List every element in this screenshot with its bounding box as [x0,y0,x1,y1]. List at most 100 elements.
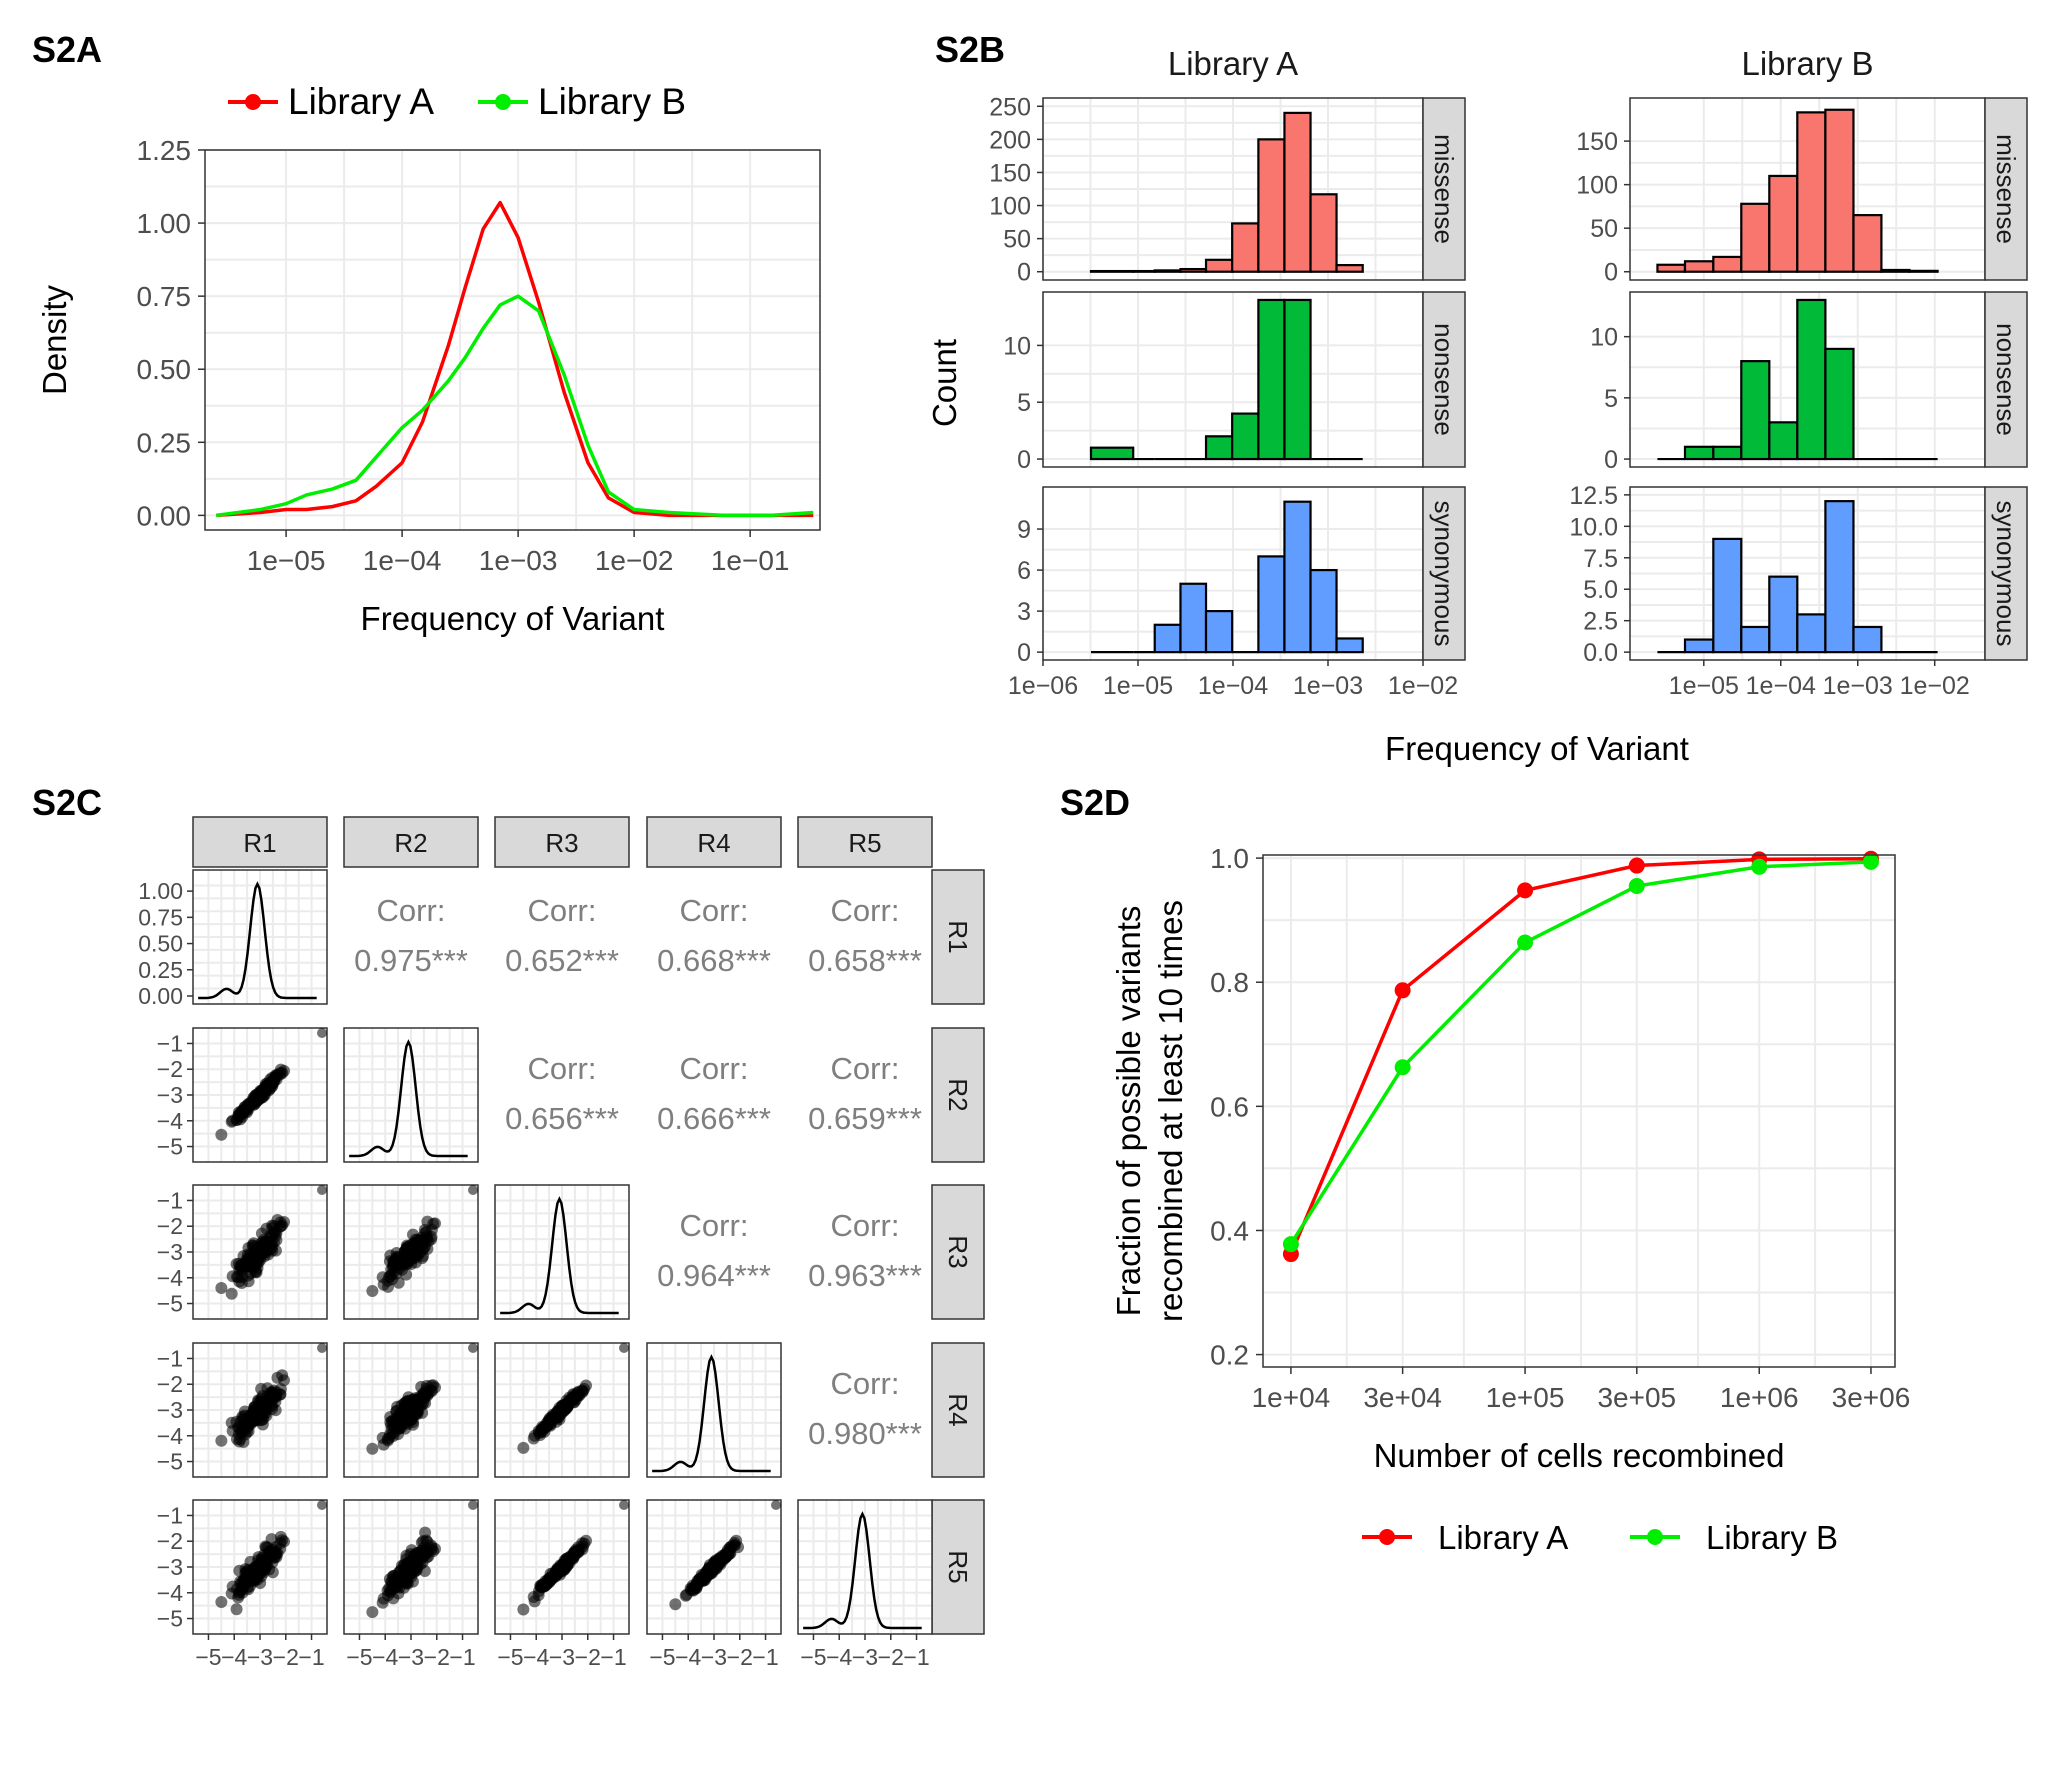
y-tick-label: 0.00 [138,983,183,1009]
y-tick-label: −3 [157,1082,183,1108]
y-tick-label: 0.8 [1210,967,1249,998]
y-tick-label: −4 [157,1265,183,1291]
data-point-library-b [1751,858,1768,875]
panel-label: S2B [935,29,1005,70]
scatter-point [560,1552,573,1565]
y-tick-label: 10 [1003,332,1031,360]
y-tick-label: 0 [1604,446,1618,474]
y-tick-label: 5 [1604,385,1618,413]
correlation-value: 0.666*** [657,1101,771,1136]
x-tick-label: −1 [600,1644,626,1670]
y-tick-label: 0.00 [137,500,192,531]
histogram-bar-missense [1153,269,1182,273]
histogram-bar-synonymous [1824,500,1855,654]
histogram-bar-missense [1283,111,1312,273]
data-point-library-b [1394,1059,1411,1076]
legend-label: Library A [1438,1519,1568,1556]
y-tick-label: 100 [1576,172,1618,200]
y-tick-label: 50 [1590,215,1618,243]
x-tick-label: −4 [372,1644,398,1670]
data-point-library-a [1628,857,1645,874]
scatter-point [771,1500,781,1510]
matrix-column-strip [494,816,630,868]
y-tick-label: 250 [989,93,1031,121]
scatter-point [215,1596,228,1609]
histogram-bar-synonymous [1283,500,1312,654]
scatter-point [237,1103,250,1116]
matrix-row-label: R4 [943,1393,973,1426]
histogram-bar-nonsense [1204,435,1234,461]
scatter-point [383,1582,396,1595]
y-tick-label: 0 [1017,259,1031,287]
y-tick-label: −5 [157,1134,183,1160]
diagonal-density-curve [349,1039,468,1158]
histogram-bar-missense [1740,202,1771,273]
facet-row-strip [1984,97,2028,281]
correlation-value: 0.652*** [505,943,619,978]
x-tick-label: −5 [649,1644,675,1670]
matrix-row-label: R2 [943,1078,973,1111]
panel-s2b: S2B Library Amissense050100150200250nonse… [926,29,2028,767]
correlation-label: Corr: [377,893,446,928]
scatter-point [420,1534,433,1547]
x-tick-label: −5 [346,1644,372,1670]
y-tick-label: 10 [1590,324,1618,352]
facet-row-strip [1984,291,2028,468]
x-tick-label: −2 [575,1644,601,1670]
histogram-bar-nonsense [1683,445,1715,461]
x-tick-label: 3e+06 [1832,1382,1911,1413]
correlation-value: 0.964*** [657,1258,771,1293]
scatter-point [388,1255,401,1268]
y-tick-label: −3 [157,1397,183,1423]
y-axis-title: Density [36,284,73,395]
scatter-point [400,1252,413,1265]
x-tick-label: 3e+04 [1363,1382,1442,1413]
x-tick-label: −3 [398,1644,424,1670]
correlation-value: 0.658*** [808,943,922,978]
correlation-value: 0.963*** [808,1258,922,1293]
scatter-point [317,1185,327,1195]
scatter-point [317,1500,327,1510]
correlation-value: 0.668*** [657,943,771,978]
y-tick-label: 50 [1003,226,1031,254]
x-tick-label: −4 [675,1644,701,1670]
diagonal-density-curve [803,1511,922,1630]
facet-column-title: Library B [1741,45,1873,82]
matrix-column-strip [192,816,328,868]
histogram-bar-synonymous [1257,555,1286,654]
x-tick-label: 1e−04 [363,545,442,576]
density-line-library-b [216,294,814,518]
x-tick-label: −4 [523,1644,549,1670]
matrix-cell-border [646,1342,782,1478]
histogram-bar-synonymous [1768,575,1799,654]
histogram-bar-missense [1257,138,1286,273]
x-tick-label: 1e−05 [247,545,326,576]
scatter-point [528,1595,541,1608]
y-tick-label: 5 [1017,389,1031,417]
matrix-row-strip [931,869,985,1005]
x-tick-label: 1e−03 [479,545,558,576]
scatter-point [407,1418,420,1431]
panel-s2d: S2D 1e+04 3e+04 1e+05 3e+05 1e+06 3e+06 0.2 0.4 0… [1060,782,1910,1556]
y-tick-label: −2 [157,1213,183,1239]
scatter-point [568,1546,581,1559]
histogram-bar-missense [1231,222,1260,273]
x-tick-label: −2 [727,1644,753,1670]
y-tick-label: −5 [157,1449,183,1475]
scatter-point [517,1441,530,1454]
y-tick-label: 150 [989,159,1031,187]
scatter-point [266,1222,279,1235]
data-point-library-b [1517,934,1534,951]
x-tick-label: 1e+05 [1486,1382,1565,1413]
plot-background [205,150,820,530]
scatter-point [691,1577,704,1590]
y-tick-label: −4 [157,1423,183,1449]
matrix-row-label: R5 [943,1550,973,1583]
scatter-point [366,1284,379,1297]
data-point-library-a [1517,882,1534,899]
y-tick-label: 12.5 [1569,482,1618,510]
y-tick-label: 0 [1017,446,1031,474]
panel-s2a: S2A 1e−05 1e−04 1e−03 1e−02 1e−01 0.00 0.25 0.50… [32,29,821,637]
legend-label: Library B [538,81,686,122]
y-tick-label: 0.50 [138,931,183,957]
